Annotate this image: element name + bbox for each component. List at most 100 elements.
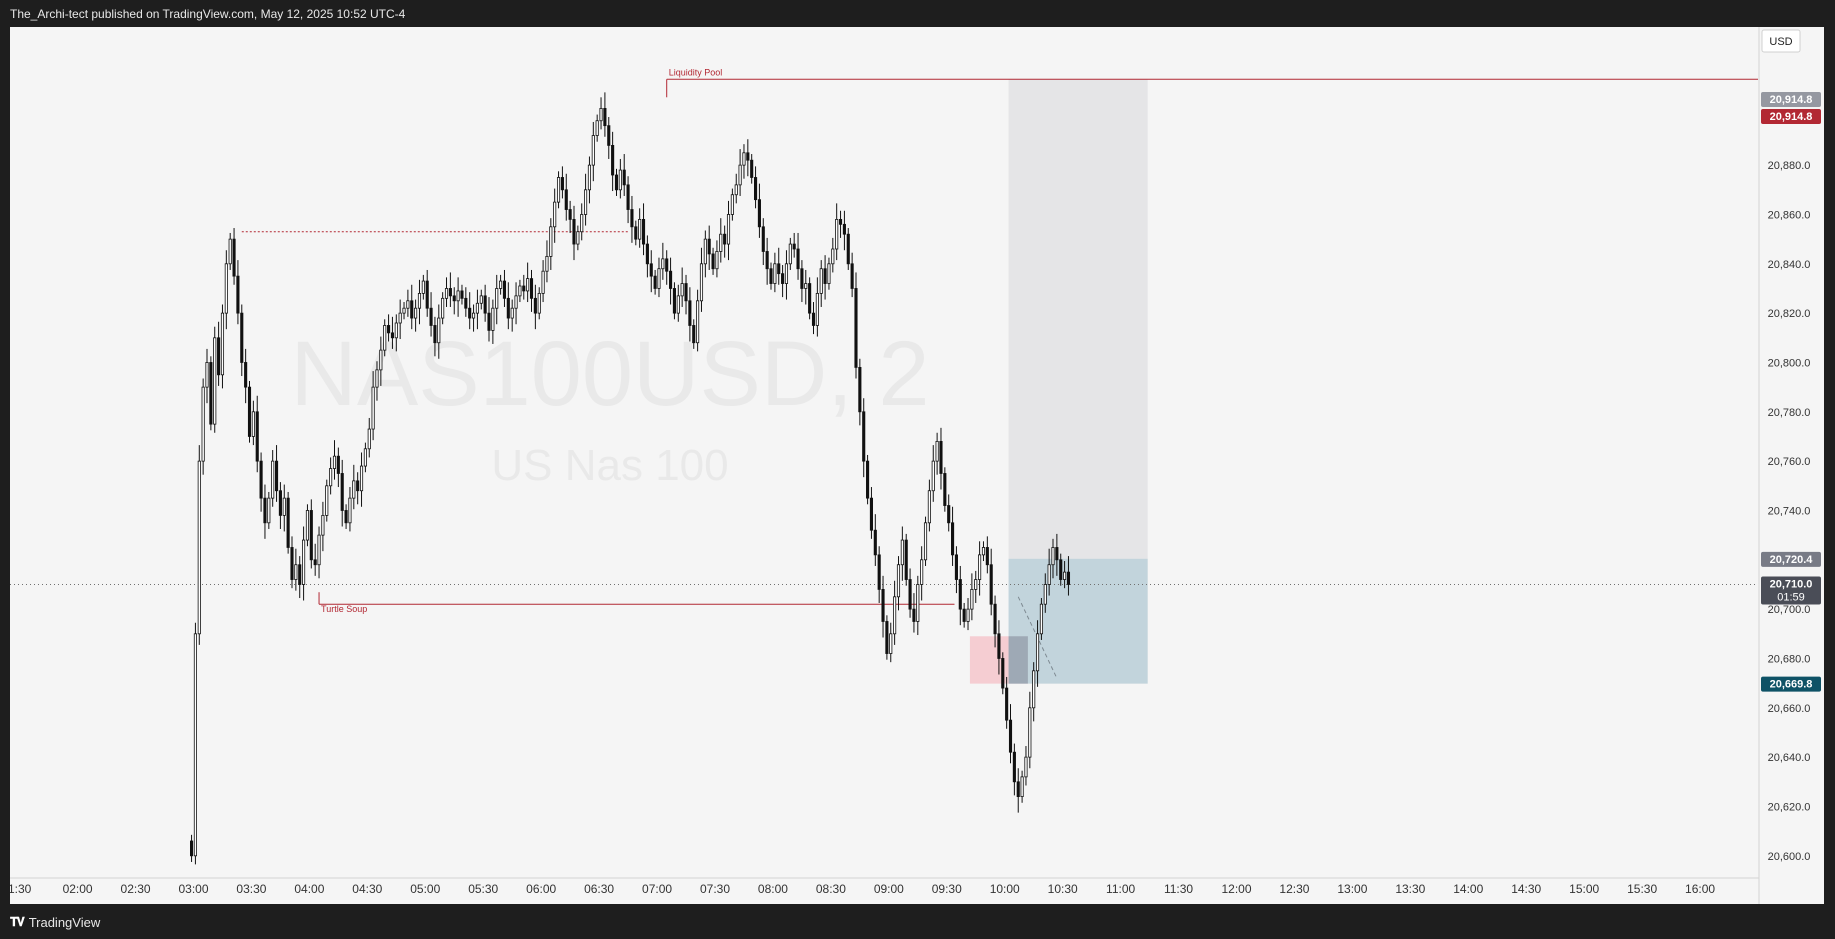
candle-body	[352, 480, 356, 499]
candle-body	[244, 362, 248, 388]
currency-button[interactable]	[1761, 29, 1801, 53]
candle-body	[406, 300, 410, 309]
candle-body	[877, 554, 881, 590]
candle-body	[962, 608, 966, 622]
candle-body	[217, 337, 221, 376]
candle-body	[811, 312, 816, 326]
candle-body	[618, 169, 622, 191]
time-tick-label: 08:30	[816, 882, 846, 896]
candle-body	[290, 547, 294, 580]
chart-frame[interactable]: NAS100USD, 2 US Nas 100 Liquidity Pool Tur…	[8, 27, 1824, 904]
candle-body	[978, 554, 982, 580]
time-tick-label: 03:00	[178, 882, 208, 896]
candle-body	[390, 332, 394, 339]
candle-body	[684, 283, 688, 302]
candle-body	[410, 300, 414, 319]
candle-body	[506, 297, 510, 319]
candle-body	[773, 263, 777, 284]
candle-body	[804, 283, 808, 289]
candle-body	[665, 258, 669, 272]
candle-body	[603, 108, 607, 127]
candle-body	[985, 547, 989, 566]
candle-body	[348, 497, 352, 524]
candle-body	[251, 411, 255, 437]
candle-body	[379, 349, 383, 371]
candle-body	[340, 473, 344, 511]
candle-body	[669, 270, 673, 289]
price-label-4	[1761, 676, 1821, 692]
candle-body	[495, 288, 499, 309]
candle-body	[672, 288, 676, 314]
candle-body	[468, 307, 472, 319]
candle-body	[750, 159, 754, 178]
candles	[190, 92, 1071, 865]
candle-body	[533, 297, 537, 314]
candle-body	[417, 292, 422, 309]
price-label-text-0: 20,914.8	[1770, 94, 1813, 106]
candle-body	[456, 290, 460, 302]
zone-blue-range[interactable]	[1008, 558, 1148, 684]
price-tick-label: 20,880.0	[1768, 160, 1811, 172]
candle-body	[954, 554, 958, 580]
levels: Liquidity Pool Turtle Soup	[10, 67, 1758, 614]
candle-body	[1039, 603, 1043, 635]
time-tick-label: 05:00	[410, 882, 440, 896]
candle-body	[549, 226, 553, 257]
candle-body	[278, 490, 282, 516]
candle-body	[205, 362, 209, 388]
time-tick-label: 12:30	[1279, 882, 1309, 896]
candle-body	[634, 226, 638, 240]
axes[interactable]: USD 20,600.0 20,620.0 20,640.0 20,660.0 20,68…	[8, 27, 1824, 904]
time-tick-label: 14:00	[1453, 882, 1483, 896]
candle-body	[421, 280, 425, 294]
candle-body	[383, 325, 387, 351]
brand[interactable]: 𝐓𝐕 TradingView	[10, 915, 100, 930]
price-label-2	[1761, 551, 1821, 567]
candle-body	[313, 559, 317, 566]
candle-body	[387, 325, 391, 334]
candle-body	[734, 184, 738, 196]
candle-body	[997, 633, 1001, 659]
price-label-0	[1761, 92, 1821, 107]
price-axis-bg	[1759, 27, 1824, 904]
time-tick-label: 10:30	[1048, 882, 1078, 896]
candle-body	[367, 428, 371, 450]
candle-body	[1066, 571, 1071, 585]
candle-body	[580, 214, 584, 233]
candle-body	[263, 497, 267, 524]
candle-body	[433, 325, 437, 344]
time-tick-label: 06:00	[526, 882, 556, 896]
candle-body	[920, 559, 924, 585]
candle-body	[916, 584, 920, 622]
candle-body	[232, 238, 236, 277]
time-tick-label: 04:30	[352, 882, 382, 896]
candle-body	[529, 278, 534, 299]
candle-body	[487, 312, 491, 331]
watermark-description: US Nas 100	[491, 441, 728, 490]
candle-body	[939, 440, 943, 474]
price-tick-label: 20,660.0	[1768, 703, 1811, 715]
candle-body	[553, 201, 557, 228]
time-tick-label: 02:00	[63, 882, 93, 896]
candle-body	[753, 177, 758, 201]
annotation-label-1: Turtle Soup	[321, 604, 367, 614]
candle-body	[862, 411, 866, 462]
candlestick-chart[interactable]: NAS100USD, 2 US Nas 100 Liquidity Pool Tur…	[8, 27, 1824, 904]
price-tick-label: 20,820.0	[1768, 308, 1811, 320]
time-tick-label: 07:00	[642, 882, 672, 896]
watermark-symbol: NAS100USD, 2	[290, 323, 929, 425]
candle-body	[526, 278, 530, 292]
candle-body	[1051, 547, 1055, 566]
bottom-bar: 𝐓𝐕 TradingView	[0, 904, 1835, 939]
candle-body	[1001, 658, 1005, 689]
candle-body	[471, 312, 476, 319]
time-tick-label: 15:00	[1569, 882, 1599, 896]
candle-body	[1020, 776, 1024, 797]
candle-body	[356, 480, 360, 492]
candle-body	[309, 510, 313, 561]
candle-body	[827, 263, 831, 284]
candle-body	[846, 233, 850, 265]
candle-body	[271, 460, 275, 499]
candle-body	[777, 263, 781, 275]
candle-body	[1063, 571, 1067, 580]
